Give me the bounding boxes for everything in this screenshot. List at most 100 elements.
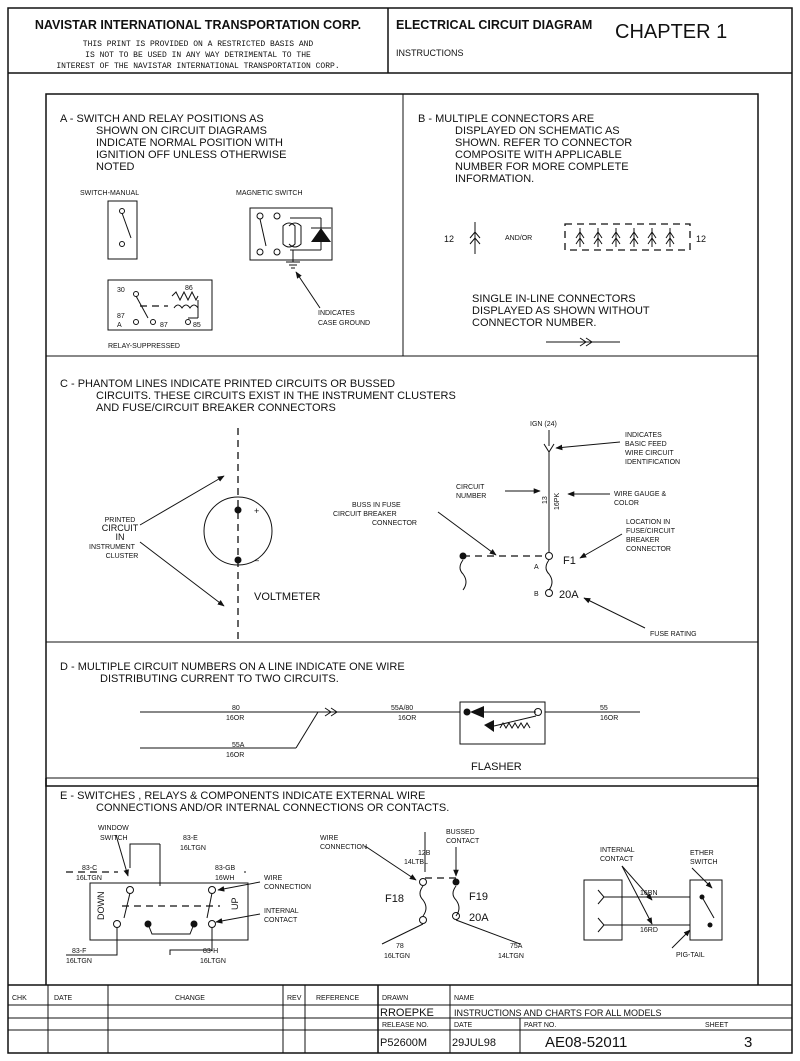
notice-line-1: THIS PRINT IS PROVIDED ON A RESTRICTED B…: [83, 40, 314, 49]
window-switch-label-1: WINDOW: [98, 825, 129, 832]
multi-connector-pins: [575, 228, 675, 247]
connector-number-right: 12: [696, 234, 706, 244]
panel-a-line-4: IGNITION OFF UNLESS OTHERWISE: [96, 149, 286, 161]
wire-78-number: 78: [396, 943, 404, 950]
ether-switch-body: [689, 879, 723, 941]
panel-c-line-3: AND FUSE/CIRCUIT BREAKER CONNECTORS: [96, 402, 336, 414]
fuse-f19-link: [452, 885, 460, 917]
tb-date-label: DATE: [454, 1022, 472, 1029]
internal-contact2-label-1: INTERNAL: [600, 847, 635, 854]
internal-contact-label-1: INTERNAL: [264, 908, 299, 915]
wire-83h-gauge: 16LTGN: [200, 958, 226, 965]
window-switch-up: UP: [230, 897, 240, 910]
connector-pin: [593, 228, 603, 247]
wire-55a80-number: 55A/80: [391, 705, 413, 712]
wire-80-gauge: 16OR: [226, 715, 244, 722]
panel-e: E - SWITCHES , RELAYS & COMPONENTS INDIC…: [60, 790, 723, 965]
flasher-body: [459, 701, 546, 745]
buss-fuse-label-1: BUSS IN FUSE: [352, 502, 401, 509]
fuse-pin-b: [545, 589, 553, 597]
notice-line-2: IS NOT TO BE USED IN ANY WAY DETRIMENTAL…: [85, 51, 311, 60]
voltmeter-plus: +: [254, 506, 259, 516]
fuse-rating-label: FUSE RATING: [650, 631, 697, 638]
tb-drawn-by: RROEPKE: [380, 1007, 434, 1019]
panel-a: A - SWITCH AND RELAY POSITIONS AS SHOWN …: [60, 113, 370, 350]
tb-sheet-label: SHEET: [705, 1022, 729, 1029]
panel-d: D - MULTIPLE CIRCUIT NUMBERS ON A LINE I…: [60, 661, 640, 773]
panel-b-line-4: COMPOSITE WITH APPLICABLE: [455, 149, 622, 161]
fuse-f19-label: F19: [469, 891, 488, 903]
tb-release-label: RELEASE NO.: [382, 1022, 429, 1029]
panel-a-line-5: NOTED: [96, 161, 135, 173]
fuse-link-f1: [545, 559, 553, 591]
tb-header-change: CHANGE: [175, 995, 205, 1002]
bussed-contact-label-2: CONTACT: [446, 838, 480, 845]
basic-feed-label-2: BASIC FEED: [625, 441, 667, 448]
fuse-link-left: [459, 559, 467, 591]
ether-switch-label-1: ETHER: [690, 850, 714, 857]
section-label: INSTRUCTIONS: [396, 48, 464, 58]
ign-label: IGN (24): [530, 421, 557, 428]
panel-a-line-2: SHOWN ON CIRCUIT DIAGRAMS: [96, 125, 267, 137]
location-fuse-label-3: BREAKER: [626, 537, 659, 544]
and-or-label: AND/OR: [505, 235, 532, 242]
buss-fuse-label-3: CONNECTOR: [372, 520, 417, 527]
relay-body: [107, 279, 213, 331]
tb-name-label: NAME: [454, 995, 475, 1002]
wire-83f-gauge: 16LTGN: [66, 958, 92, 965]
magnetic-switch-body: [249, 207, 333, 261]
panel-c-line-1: C - PHANTOM LINES INDICATE PRINTED CIRCU…: [60, 378, 395, 390]
panel-b-line-3: SHOWN. REFER TO CONNECTOR: [455, 137, 632, 149]
wire-80-number: 80: [232, 705, 240, 712]
ether-connector-body: [583, 879, 623, 941]
connector-pin: [629, 228, 639, 247]
relay-pin-87: 87: [160, 322, 168, 329]
panel-d-line-2: DISTRIBUTING CURRENT TO TWO CIRCUITS.: [100, 673, 339, 685]
fuse-pin-b-label: B: [534, 591, 539, 598]
wire-78-gauge: 16LTGN: [384, 953, 410, 960]
window-switch-down: DOWN: [96, 892, 106, 921]
flasher-label: FLASHER: [471, 761, 522, 773]
wire-55-number: 55: [600, 705, 608, 712]
connector-pin: [647, 228, 657, 247]
wire-16bn-label: 16BN: [640, 890, 658, 897]
wire-55a-number: 55A: [232, 742, 245, 749]
connector-pin: [575, 228, 585, 247]
tb-part-value: AE08-52011: [545, 1034, 627, 1051]
panel-c-line-2: CIRCUITS. THESE CIRCUITS EXIST IN THE IN…: [96, 390, 456, 402]
circuit-number-label-2: NUMBER: [456, 493, 486, 500]
basic-feed-label-4: IDENTIFICATION: [625, 459, 680, 466]
fuse-pin-a: [545, 552, 553, 560]
notice-line-3: INTEREST OF THE NAVISTAR INTERNATIONAL T…: [56, 62, 339, 71]
wire-83gb-number: 83-GB: [215, 865, 236, 872]
window-switch-body: [89, 882, 249, 941]
multi-connector-box: [564, 223, 691, 251]
printed-circuit-label-1: PRINTED: [105, 517, 136, 524]
wire-55-gauge: 16OR: [600, 715, 618, 722]
connector-pin: [665, 228, 675, 247]
voltmeter-label: VOLTMETER: [254, 591, 320, 603]
wire-83e-gauge: 16LTGN: [180, 845, 206, 852]
manual-switch-body: [107, 200, 138, 260]
internal-contact2-label-2: CONTACT: [600, 856, 634, 863]
connector-pin: [611, 228, 621, 247]
panel-d-line-1: D - MULTIPLE CIRCUIT NUMBERS ON A LINE I…: [60, 661, 405, 673]
wire-gauge-label: 16PK: [554, 493, 561, 510]
panel-c: C - PHANTOM LINES INDICATE PRINTED CIRCU…: [60, 378, 697, 640]
printed-circuit-label-5: CLUSTER: [106, 553, 139, 560]
title-block: CHK DATE CHANGE REV REFERENCE DRAWN RROE…: [8, 985, 792, 1053]
tb-header-reference: REFERENCE: [316, 995, 360, 1002]
wire-connection-label-2: CONNECTION: [264, 884, 311, 891]
panel-b-line-6: INFORMATION.: [455, 173, 534, 185]
voltmeter-minus: –: [254, 555, 259, 565]
printed-circuit-label-2: CIRCUIT: [102, 523, 139, 533]
relay-pin-85: 85: [193, 322, 201, 329]
relay-pin-87a: 87: [117, 313, 125, 320]
wire-gauge-color-1: WIRE GAUGE &: [614, 491, 666, 498]
fuse-f1-label: F1: [563, 555, 576, 567]
relay-suppressed-label: RELAY-SUPPRESSED: [108, 343, 180, 350]
diode-icon: [311, 228, 331, 242]
switch-manual-label: SWITCH-MANUAL: [80, 190, 139, 197]
wire-83f-number: 83-F: [72, 948, 86, 955]
diagram-title: ELECTRICAL CIRCUIT DIAGRAM: [396, 18, 592, 32]
